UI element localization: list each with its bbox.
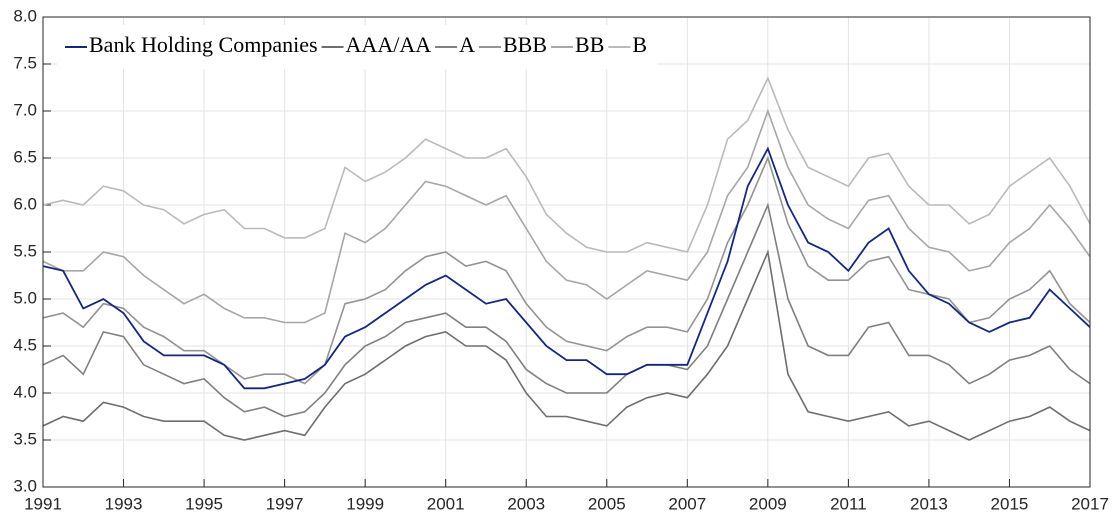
- series-line: [42, 108, 1091, 324]
- x-tick-label: 2017: [1071, 494, 1109, 513]
- x-tick-label: 2007: [668, 494, 706, 513]
- legend-label: A: [459, 32, 475, 57]
- legend-label: BB: [575, 32, 604, 57]
- y-tick-label: 3.5: [13, 429, 37, 448]
- series-line: [42, 146, 1091, 390]
- series-line: [42, 76, 1091, 253]
- x-tick-label: 1995: [185, 494, 223, 513]
- legend: Bank Holding Companies AAA/AA A BBB BB B: [57, 25, 658, 69]
- x-tick-label: 1997: [266, 494, 304, 513]
- y-tick-label: 7.0: [13, 100, 37, 119]
- y-tick-label: 8.0: [13, 6, 37, 25]
- x-tick-label: 2001: [427, 494, 465, 513]
- y-tick-label: 7.5: [13, 53, 37, 72]
- x-tick-label: 2015: [991, 494, 1029, 513]
- legend-label: Bank Holding Companies: [89, 32, 318, 57]
- legend-label: B: [632, 32, 647, 57]
- series-line: [42, 202, 1091, 418]
- legend-label: AAA/AA: [346, 32, 432, 57]
- x-tick-label: 1999: [346, 494, 384, 513]
- y-tick-label: 4.0: [13, 382, 37, 401]
- x-tick-label: 2013: [910, 494, 948, 513]
- y-tick-label: 5.0: [13, 288, 37, 307]
- x-tick-label: 2009: [749, 494, 787, 513]
- y-tick-label: 3.0: [13, 476, 37, 495]
- series-line: [42, 249, 1091, 441]
- x-tick-label: 1993: [105, 494, 143, 513]
- plot-frame: [42, 16, 1091, 488]
- legend-label: BBB: [503, 32, 547, 57]
- x-tick-label: 2005: [588, 494, 626, 513]
- y-tick-label: 6.5: [13, 147, 37, 166]
- y-tick-label: 4.5: [13, 335, 37, 354]
- y-tick-label: 5.5: [13, 241, 37, 260]
- x-tick-label: 2003: [507, 494, 545, 513]
- x-tick-label: 1991: [24, 494, 62, 513]
- y-tick-label: 6.0: [13, 194, 37, 213]
- x-tick-label: 2011: [830, 494, 867, 513]
- series-line: [42, 155, 1091, 385]
